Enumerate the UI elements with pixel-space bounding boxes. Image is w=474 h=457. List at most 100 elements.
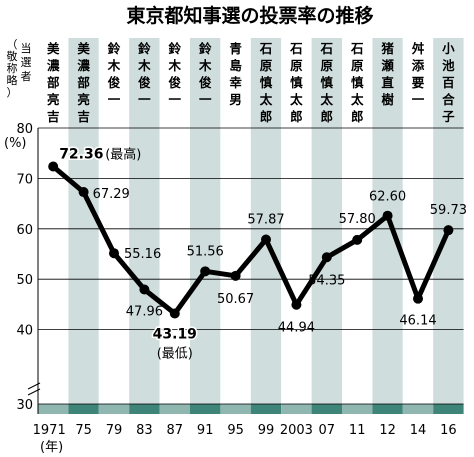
floor-segment xyxy=(402,404,434,414)
winner-char: 原 xyxy=(321,58,334,73)
winner-char: 合 xyxy=(442,92,455,107)
data-label: 47.96 xyxy=(126,304,163,319)
y-tick-label: 80 xyxy=(16,122,33,137)
data-label: 44.94 xyxy=(278,321,315,336)
header-label: 当選者 （敬称略） xyxy=(7,38,32,99)
winner-char: 石 xyxy=(350,41,364,56)
x-axis-unit: (年) xyxy=(40,440,63,455)
winner-char: 美 xyxy=(47,41,60,56)
column-band xyxy=(311,38,342,404)
winner-char: 俊 xyxy=(138,75,151,90)
winner-char: 原 xyxy=(260,58,273,73)
floor-segment xyxy=(433,404,464,414)
data-point xyxy=(352,234,363,245)
floor-segment xyxy=(250,404,282,414)
floor-segment xyxy=(311,404,342,414)
data-label: 72.36 xyxy=(59,147,103,163)
winner-char: 鈴 xyxy=(108,41,121,56)
column-bands xyxy=(38,38,464,404)
chart-title: 東京都知事選の投票率の推移 xyxy=(126,4,373,27)
winner-char: 百 xyxy=(442,75,455,90)
data-point xyxy=(382,210,393,221)
floor-segment xyxy=(68,404,99,414)
winner-char: 俊 xyxy=(108,75,121,90)
winner-names: 美濃部亮吉美濃部亮吉鈴木俊一鈴木俊一鈴木俊一鈴木俊一青島幸男石原慎太郎石原慎太郎… xyxy=(7,38,456,124)
winner-char: 原 xyxy=(290,58,303,73)
winner-char: 郎 xyxy=(260,109,273,124)
data-labels: 72.36 67.29 55.16 47.96 43.19 51.56 50.67 57.87… xyxy=(58,145,467,344)
data-point xyxy=(261,234,271,245)
column-band xyxy=(220,38,251,404)
winner-char: 木 xyxy=(107,58,121,73)
winner-char: 濃 xyxy=(77,58,90,73)
column-band xyxy=(190,38,221,404)
data-point xyxy=(78,187,89,198)
winner-char: 部 xyxy=(47,75,60,90)
winner-char: 郎 xyxy=(351,109,364,124)
winner-char: 慎 xyxy=(260,75,273,90)
axis-floor-strip xyxy=(38,404,464,414)
data-point xyxy=(443,225,454,236)
winner-char: 木 xyxy=(198,58,212,73)
data-label: 51.56 xyxy=(187,244,224,259)
winner-char: 俊 xyxy=(199,75,212,90)
column-band xyxy=(342,38,373,404)
winner-char: 池 xyxy=(442,58,455,73)
x-tick-label: 83 xyxy=(136,423,153,438)
floor-segment xyxy=(159,404,190,414)
x-tick-label: 87 xyxy=(167,423,184,438)
data-label: 54.35 xyxy=(308,273,345,288)
winner-char: 慎 xyxy=(351,75,364,90)
column-band xyxy=(68,38,99,404)
winner-char: 一 xyxy=(138,92,151,107)
column-band xyxy=(129,38,160,404)
y-axis-unit: (%) xyxy=(4,136,27,151)
x-tick-label: 91 xyxy=(197,423,214,438)
winner-char: 要 xyxy=(412,75,425,90)
data-point xyxy=(200,266,211,277)
data-label: 57.80 xyxy=(339,212,376,227)
y-tick-label: 60 xyxy=(16,223,33,238)
winner-char: 直 xyxy=(381,75,394,90)
winner-char: 一 xyxy=(199,92,212,107)
winner-char: 幸 xyxy=(229,75,242,90)
max-annotation: (最高) xyxy=(105,147,141,163)
winner-char: 太 xyxy=(351,92,364,107)
winner-char: 太 xyxy=(290,92,303,107)
winner-char: 鈴 xyxy=(199,41,212,56)
winner-char: 青 xyxy=(229,41,242,56)
winner-char: 木 xyxy=(168,58,182,73)
winner-char: 俊 xyxy=(169,75,182,90)
floor-segment xyxy=(281,404,312,414)
x-tick-label: 99 xyxy=(258,423,275,438)
floor-segment xyxy=(38,404,69,414)
x-tick-label: 2003 xyxy=(280,423,313,438)
winner-char: 太 xyxy=(260,92,273,107)
data-label: 46.14 xyxy=(399,314,436,329)
data-label: 50.67 xyxy=(217,292,254,307)
winner-char: 猪 xyxy=(380,41,394,56)
header-char: ） xyxy=(7,86,18,99)
winner-char: 舛 xyxy=(412,41,425,56)
y-tick-label: 70 xyxy=(16,172,33,187)
winner-char: 亮 xyxy=(77,92,90,107)
data-point xyxy=(48,161,59,172)
x-tick-label: 07 xyxy=(319,423,336,438)
y-tick-label: 50 xyxy=(16,273,33,288)
min-annotation: (最低) xyxy=(157,347,193,362)
data-point xyxy=(169,308,180,319)
floor-segment xyxy=(220,404,251,414)
turnout-series-line xyxy=(51,164,451,316)
x-tick-label: 95 xyxy=(227,423,244,438)
